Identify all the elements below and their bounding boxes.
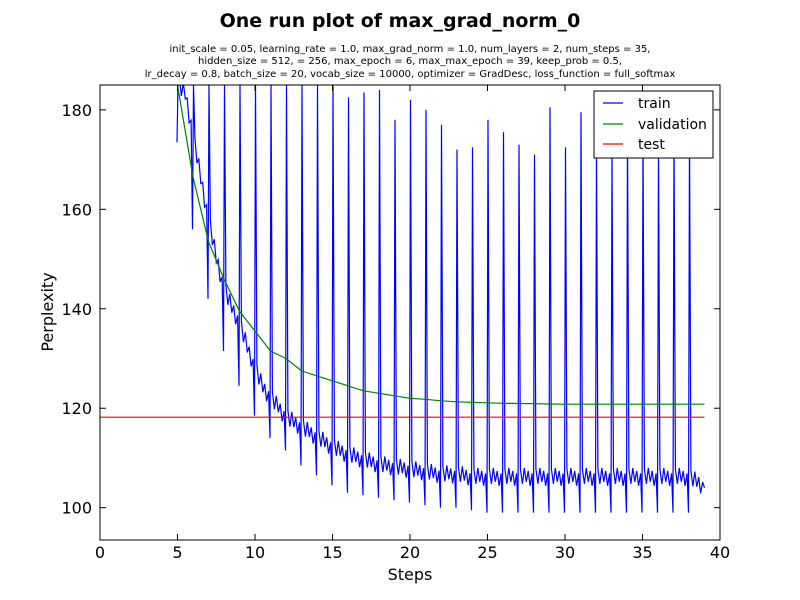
legend: train validation test: [593, 90, 714, 159]
x-tick-label: 5: [172, 543, 182, 562]
x-tick-label: 40: [710, 543, 730, 562]
x-tick-label: 30: [555, 543, 575, 562]
y-tick-label: 160: [61, 200, 92, 219]
y-axis-label: Perplexity: [38, 272, 57, 351]
validation-line: [176, 85, 705, 405]
x-tick-label: 25: [477, 543, 497, 562]
x-tick-label: 35: [632, 543, 652, 562]
x-tick-label: 0: [95, 543, 105, 562]
legend-train-label: train: [638, 96, 671, 112]
series-layer: [100, 85, 706, 513]
ticks-layer: 0 5 10 15 20 25 30 35 40 100 120 140 160 180: [61, 85, 730, 562]
y-tick-label: 100: [61, 499, 92, 518]
x-tick-label: 10: [245, 543, 265, 562]
x-tick-label: 20: [400, 543, 420, 562]
y-tick-label: 180: [61, 101, 92, 120]
legend-test-label: test: [638, 137, 665, 153]
legend-validation-label: validation: [638, 117, 707, 133]
y-tick-label: 140: [61, 300, 92, 319]
train-line: [176, 85, 706, 513]
chart-subtitle-line-1: init_scale = 0.05, learning_rate = 1.0, …: [170, 44, 651, 55]
plot-frame: [99, 84, 721, 541]
chart-title: One run plot of max_grad_norm_0: [220, 10, 581, 32]
chart-subtitle-line-2: hidden_size = 512, = 256, max_epoch = 6,…: [198, 56, 622, 67]
x-tick-label: 15: [322, 543, 342, 562]
y-tick-label: 120: [61, 399, 92, 418]
chart-subtitle-line-3: lr_decay = 0.8, batch_size = 20, vocab_s…: [145, 69, 676, 80]
x-axis-label: Steps: [388, 565, 433, 584]
